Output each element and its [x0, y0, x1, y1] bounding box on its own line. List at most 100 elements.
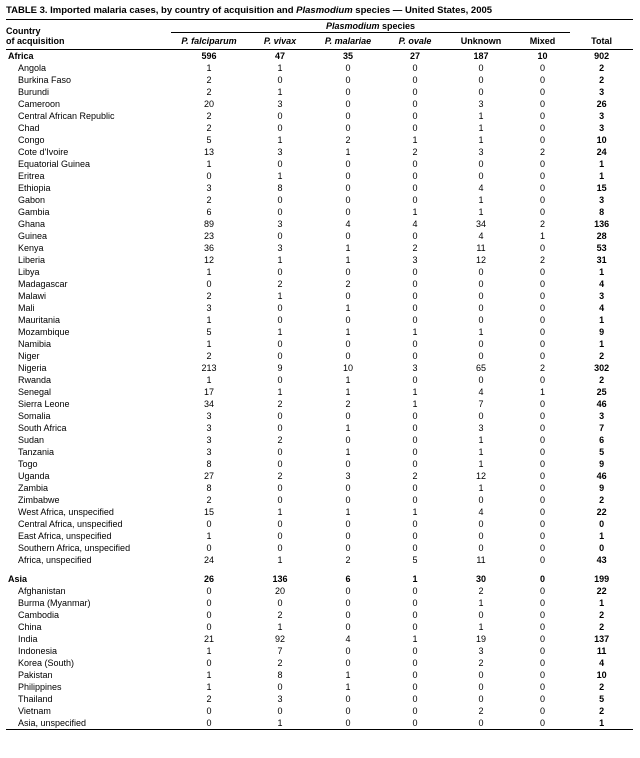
country-label: Angola	[18, 63, 47, 73]
table-row: Libya 1 0 0 0 0 0 1	[6, 266, 633, 278]
table-row: Equatorial Guinea 1 0 0 0 0 0 1	[6, 158, 633, 170]
value-cell: 0	[478, 375, 484, 385]
value-cell: 0	[478, 315, 484, 325]
value-cell: 1	[478, 111, 484, 121]
value-cell: 36	[203, 243, 214, 253]
value-cell: 1	[412, 399, 418, 409]
value-cell: 2	[345, 555, 351, 565]
value-cell: 0	[412, 682, 418, 692]
value-cell: 12	[475, 255, 486, 265]
total-cell: 1	[599, 531, 605, 541]
country-label: Africa, unspecified	[18, 555, 92, 565]
value-cell: 1	[277, 327, 283, 337]
value-cell: 1	[478, 435, 484, 445]
value-cell: 3	[412, 255, 418, 265]
value-cell: 187	[473, 51, 489, 61]
value-cell: 0	[412, 99, 418, 109]
value-cell: 1	[206, 315, 212, 325]
value-cell: 0	[540, 507, 546, 517]
value-cell: 0	[277, 75, 283, 85]
value-cell: 0	[345, 171, 351, 181]
value-cell: 1	[540, 387, 546, 397]
value-cell: 2	[412, 147, 418, 157]
total-column-header: Total	[570, 20, 634, 50]
value-cell: 0	[206, 718, 212, 728]
species-group-header-rest: species	[379, 21, 416, 31]
value-cell: 0	[345, 267, 351, 277]
value-cell: 1	[277, 387, 283, 397]
value-cell: 1	[206, 670, 212, 680]
value-cell: 0	[412, 447, 418, 457]
value-cell: 0	[540, 99, 546, 109]
country-label: Afghanistan	[18, 586, 66, 596]
total-cell: 0	[599, 543, 605, 553]
table-title: TABLE 3. Imported malaria cases, by coun…	[6, 5, 633, 20]
table-title-prefix: TABLE 3. Imported malaria cases, by coun…	[6, 5, 297, 16]
value-cell: 1	[206, 159, 212, 169]
value-cell: 0	[345, 195, 351, 205]
value-cell: 2	[277, 471, 283, 481]
table-row: Africa, unspecified 24 1 2 5 11 0 43	[6, 554, 633, 566]
value-cell: 1	[345, 670, 351, 680]
value-cell: 1	[277, 291, 283, 301]
value-cell: 30	[475, 574, 486, 584]
value-cell: 0	[345, 183, 351, 193]
value-cell: 0	[345, 339, 351, 349]
value-cell: 8	[206, 459, 212, 469]
country-label: India	[18, 634, 38, 644]
value-cell: 2	[206, 351, 212, 361]
value-cell: 3	[206, 447, 212, 457]
value-cell: 0	[277, 195, 283, 205]
country-label: Indonesia	[18, 646, 58, 656]
column-header: P. vivax	[247, 32, 313, 50]
value-cell: 15	[203, 507, 214, 517]
value-cell: 0	[206, 279, 212, 289]
country-label: Central Africa, unspecified	[18, 519, 123, 529]
value-cell: 0	[412, 543, 418, 553]
value-cell: 0	[540, 195, 546, 205]
value-cell: 0	[540, 423, 546, 433]
country-label: Liberia	[18, 255, 46, 265]
value-cell: 1	[206, 646, 212, 656]
value-cell: 20	[203, 99, 214, 109]
table-row: Central African Republic 2 0 0 0 1 0 3	[6, 110, 633, 122]
table-row: Senegal 17 1 1 1 4 1 25	[6, 386, 633, 398]
value-cell: 0	[412, 159, 418, 169]
country-label: Burma (Myanmar)	[18, 598, 91, 608]
total-cell: 0	[599, 519, 605, 529]
value-cell: 65	[475, 363, 486, 373]
value-cell: 0	[540, 135, 546, 145]
value-cell: 2	[206, 111, 212, 121]
total-cell: 302	[594, 363, 610, 373]
table-row: Kenya 36 3 1 2 11 0 53	[6, 242, 633, 254]
table-row: Tanzania 3 0 1 0 1 0 5	[6, 446, 633, 458]
section-total-row: Asia 26 136 6 1 30 0 199	[6, 573, 633, 585]
value-cell: 0	[412, 183, 418, 193]
value-cell: 1	[345, 423, 351, 433]
table-row: Namibia 1 0 0 0 0 0 1	[6, 338, 633, 350]
value-cell: 1	[345, 375, 351, 385]
value-cell: 26	[203, 574, 214, 584]
value-cell: 2	[206, 694, 212, 704]
value-cell: 47	[274, 51, 285, 61]
total-cell: 28	[596, 231, 607, 241]
table-row: Central Africa, unspecified 0 0 0 0 0 0 0	[6, 518, 633, 530]
value-cell: 34	[203, 399, 214, 409]
country-header-line2: of acquisition	[6, 36, 65, 46]
value-cell: 1	[206, 682, 212, 692]
value-cell: 3	[345, 471, 351, 481]
value-cell: 5	[206, 135, 212, 145]
value-cell: 1	[478, 459, 484, 469]
table-row: Angola 1 1 0 0 0 0 2	[6, 62, 633, 74]
table-row: Asia, unspecified 0 1 0 0 0 0 1	[6, 717, 633, 730]
total-cell: 199	[594, 574, 610, 584]
value-cell: 1	[277, 622, 283, 632]
value-cell: 1	[345, 303, 351, 313]
value-cell: 0	[345, 315, 351, 325]
country-label: Cameroon	[18, 99, 61, 109]
total-cell: 25	[596, 387, 607, 397]
value-cell: 0	[478, 519, 484, 529]
total-cell: 2	[599, 706, 605, 716]
total-cell: 15	[596, 183, 607, 193]
table-row: Ghana 89 3 4 4 34 2 136	[6, 218, 633, 230]
